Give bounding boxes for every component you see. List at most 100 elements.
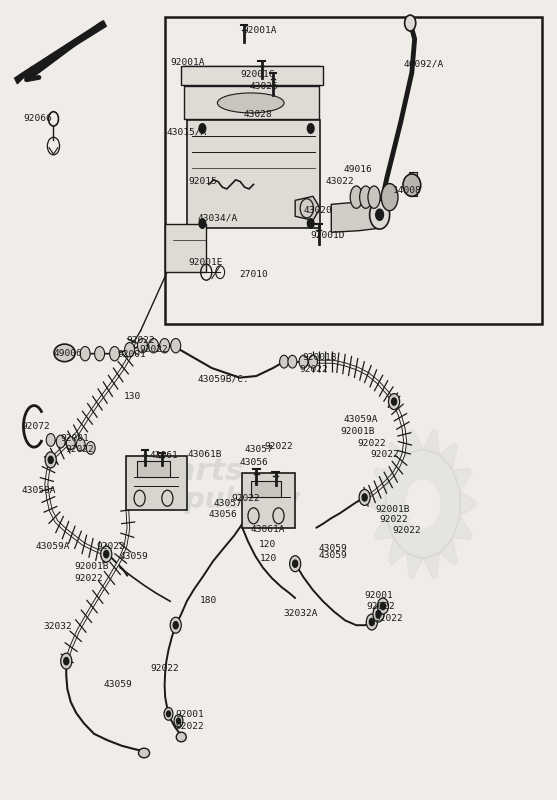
Bar [409,172,417,196]
Text: 43059: 43059 [120,552,148,561]
Text: 92001D: 92001D [311,231,345,240]
Polygon shape [375,516,393,539]
Circle shape [138,338,148,353]
Circle shape [48,456,53,463]
Polygon shape [184,66,320,85]
Text: 92001B: 92001B [302,353,337,362]
Text: 92022: 92022 [127,336,155,345]
Text: 92022: 92022 [151,664,179,673]
Circle shape [362,494,367,501]
Text: 92022: 92022 [232,494,261,502]
Bar [251,482,281,498]
Ellipse shape [217,93,284,113]
Polygon shape [389,443,407,470]
Text: 120: 120 [260,554,277,562]
Circle shape [307,124,314,134]
Text: 92022: 92022 [392,526,421,534]
Text: 92001C: 92001C [241,70,275,78]
Circle shape [378,598,389,614]
Text: 92001A: 92001A [242,26,277,34]
Ellipse shape [368,186,380,208]
Polygon shape [439,538,457,565]
Circle shape [170,338,180,353]
Text: 92015: 92015 [188,177,217,186]
Circle shape [373,606,384,622]
Text: 49006: 49006 [53,349,82,358]
Bar [242,474,295,528]
Text: 43056: 43056 [240,458,268,466]
Text: Republiky: Republiky [146,486,300,514]
Circle shape [46,434,55,446]
Circle shape [63,658,69,665]
Text: 43061B: 43061B [187,450,222,459]
Polygon shape [452,516,471,539]
Polygon shape [407,553,423,578]
Ellipse shape [382,183,398,210]
Circle shape [380,602,385,610]
Circle shape [86,442,95,454]
Circle shape [376,209,384,220]
Circle shape [56,435,65,448]
Polygon shape [407,430,423,455]
Circle shape [290,556,301,572]
Circle shape [404,15,416,31]
Text: 92001B: 92001B [376,505,411,514]
Text: 43059: 43059 [319,544,348,553]
Text: 43057: 43057 [245,445,273,454]
Text: 43061A: 43061A [250,525,285,534]
Text: 43015/A: 43015/A [167,127,207,136]
Text: 43059A: 43059A [36,542,70,551]
Circle shape [307,218,314,228]
Text: 92001A: 92001A [170,58,204,66]
Polygon shape [423,553,439,578]
Text: 14008: 14008 [392,186,421,195]
Text: 92022: 92022 [96,542,125,551]
Circle shape [66,437,75,450]
Circle shape [359,490,370,506]
Text: 92022: 92022 [140,345,168,354]
Circle shape [199,218,206,228]
Text: 43020: 43020 [304,206,333,215]
Bar [181,66,323,85]
Text: 92022: 92022 [66,445,95,454]
Text: 43026: 43026 [250,82,278,90]
Text: 92001: 92001 [175,710,204,719]
Text: 46092/A: 46092/A [403,59,444,68]
Text: 43059: 43059 [104,680,132,689]
Circle shape [280,355,289,368]
Text: 92022: 92022 [370,450,399,459]
Bar [137,461,170,477]
Text: 92001B: 92001B [341,426,375,436]
Text: 92022: 92022 [300,365,329,374]
Text: 43028: 43028 [244,110,273,118]
Polygon shape [375,469,393,492]
Circle shape [389,394,399,410]
Circle shape [95,346,105,361]
Text: 43022: 43022 [325,178,354,186]
Text: 43061: 43061 [150,450,178,460]
Circle shape [170,618,181,633]
Circle shape [160,338,169,353]
Text: 43056: 43056 [209,510,238,518]
Polygon shape [452,469,471,492]
Circle shape [385,450,461,558]
Polygon shape [184,86,319,119]
Circle shape [367,614,378,630]
Circle shape [104,550,109,558]
Circle shape [370,200,390,229]
Text: 130: 130 [124,392,141,402]
Polygon shape [14,21,106,84]
Polygon shape [370,492,386,516]
Text: 180: 180 [199,596,217,605]
Bar [165,17,543,324]
Text: 92022: 92022 [175,722,204,731]
Ellipse shape [350,186,363,208]
Ellipse shape [360,186,372,208]
Text: 43057: 43057 [213,498,242,507]
Ellipse shape [139,748,150,758]
Circle shape [369,618,374,626]
Text: 27010: 27010 [240,270,268,279]
Circle shape [164,707,173,720]
Polygon shape [389,538,407,565]
Circle shape [101,546,112,562]
